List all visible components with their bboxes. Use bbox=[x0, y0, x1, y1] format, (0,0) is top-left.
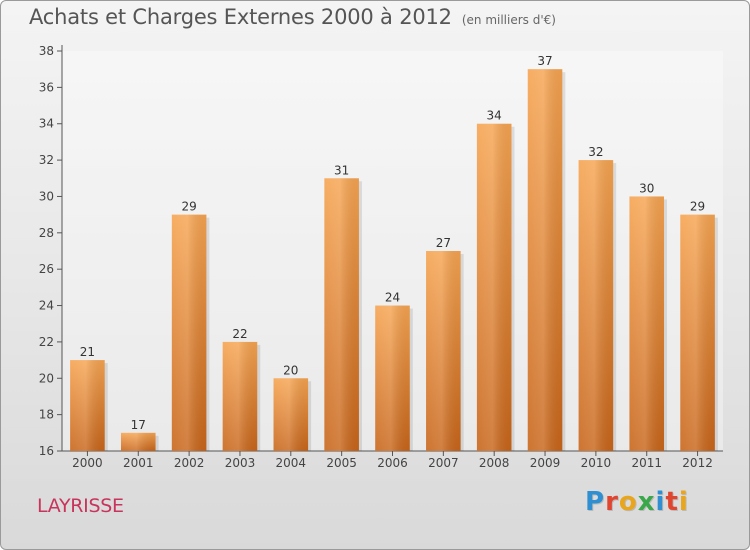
bar-2007[interactable] bbox=[426, 251, 464, 451]
y-tick-label: 36 bbox=[39, 80, 54, 94]
x-axis: 2000 2001 2002 2003 2004 2005 2006 2007 2008 2009… bbox=[62, 450, 723, 470]
x-tick-label-2007: 2007 bbox=[428, 456, 459, 470]
bar-2009[interactable] bbox=[527, 69, 566, 451]
logo-letter: i bbox=[678, 487, 689, 517]
value-label-2003: 22 bbox=[232, 327, 247, 341]
value-label-2000: 21 bbox=[80, 345, 95, 359]
y-tick-label: 18 bbox=[39, 408, 54, 422]
value-label-2007: 27 bbox=[436, 236, 451, 250]
y-axis: 16 18 20 22 24 26 28 30 32 34 36 38 bbox=[39, 44, 63, 458]
chart-title-text: Achats et Charges Externes 2000 à 2012 bbox=[29, 5, 452, 29]
value-label-2011: 30 bbox=[639, 181, 654, 195]
proxiti-logo[interactable]: Proxiti bbox=[585, 487, 689, 517]
value-label-2008: 34 bbox=[487, 109, 502, 123]
logo-letter: i bbox=[655, 487, 666, 517]
bar-2005[interactable] bbox=[324, 178, 362, 452]
value-label-2002: 29 bbox=[181, 200, 196, 214]
place-name: LAYRISSE bbox=[37, 495, 124, 517]
bar-2008[interactable] bbox=[476, 123, 515, 452]
bar-sheen bbox=[70, 360, 105, 451]
y-tick-label: 32 bbox=[39, 153, 54, 167]
x-tick-label-2009: 2009 bbox=[530, 456, 561, 470]
bar-2002[interactable] bbox=[171, 214, 210, 451]
x-tick-label-2001: 2001 bbox=[123, 456, 154, 470]
bar-2004[interactable] bbox=[273, 378, 312, 451]
bar-sheen bbox=[476, 123, 512, 452]
bar-2003[interactable] bbox=[222, 341, 261, 451]
y-tick-label: 28 bbox=[39, 226, 54, 240]
bar-sheen bbox=[375, 305, 410, 451]
bar-2012[interactable] bbox=[680, 214, 718, 451]
value-labels: 21 17 29 22 20 31 24 27 34 37 32 30 29 bbox=[80, 54, 705, 432]
value-label-2010: 32 bbox=[588, 145, 603, 159]
value-label-2004: 20 bbox=[283, 363, 298, 377]
bar-sheen bbox=[273, 378, 309, 451]
bar-sheen bbox=[171, 214, 207, 451]
y-tick-label: 34 bbox=[39, 117, 54, 131]
bar-2010[interactable] bbox=[578, 160, 617, 451]
x-tick-label-2003: 2003 bbox=[225, 456, 256, 470]
bar-2001[interactable] bbox=[120, 432, 159, 451]
y-tick-label: 16 bbox=[39, 444, 54, 458]
bar-sheen bbox=[527, 69, 563, 451]
value-label-2005: 31 bbox=[334, 163, 349, 177]
x-tick-label-2005: 2005 bbox=[326, 456, 357, 470]
x-tick-label-2006: 2006 bbox=[377, 456, 408, 470]
value-label-2006: 24 bbox=[385, 291, 400, 305]
bar-sheen bbox=[680, 214, 715, 451]
y-tick-label: 26 bbox=[39, 262, 54, 276]
bar-2000[interactable] bbox=[70, 360, 108, 451]
bar-sheen bbox=[324, 178, 359, 452]
x-tick-label-2010: 2010 bbox=[581, 456, 612, 470]
bar-sheen bbox=[222, 341, 258, 451]
x-tick-label-2002: 2002 bbox=[174, 456, 205, 470]
bar-2006[interactable] bbox=[375, 305, 413, 451]
chart-subtitle: (en milliers d'€) bbox=[461, 13, 556, 27]
logo-letter: t bbox=[665, 487, 679, 517]
y-tick-label: 24 bbox=[39, 299, 54, 313]
bar-2011[interactable] bbox=[629, 196, 668, 451]
x-tick-label-2004: 2004 bbox=[276, 456, 307, 470]
bar-sheen bbox=[578, 160, 614, 451]
bar-sheen bbox=[120, 432, 156, 451]
bar-sheen bbox=[629, 196, 665, 451]
y-tick-label: 38 bbox=[39, 44, 54, 58]
chart-title: Achats et Charges Externes 2000 à 2012 (e… bbox=[29, 5, 556, 29]
logo-letter: x bbox=[637, 487, 656, 517]
x-tick-label-2011: 2011 bbox=[631, 456, 662, 470]
logo-letter: r bbox=[605, 487, 619, 517]
bars bbox=[70, 69, 718, 452]
x-tick-label-2008: 2008 bbox=[479, 456, 510, 470]
logo-letter: o bbox=[618, 487, 638, 517]
y-tick-label: 20 bbox=[39, 371, 54, 385]
value-label-2009: 37 bbox=[537, 54, 552, 68]
value-label-2001: 17 bbox=[131, 418, 146, 432]
y-tick-label: 30 bbox=[39, 189, 54, 203]
bar-sheen bbox=[426, 251, 461, 451]
value-label-2012: 29 bbox=[690, 200, 705, 214]
x-tick-label-2000: 2000 bbox=[72, 456, 103, 470]
logo-letter: P bbox=[585, 487, 606, 517]
x-tick-label-2012: 2012 bbox=[682, 456, 713, 470]
y-tick-label: 22 bbox=[39, 335, 54, 349]
